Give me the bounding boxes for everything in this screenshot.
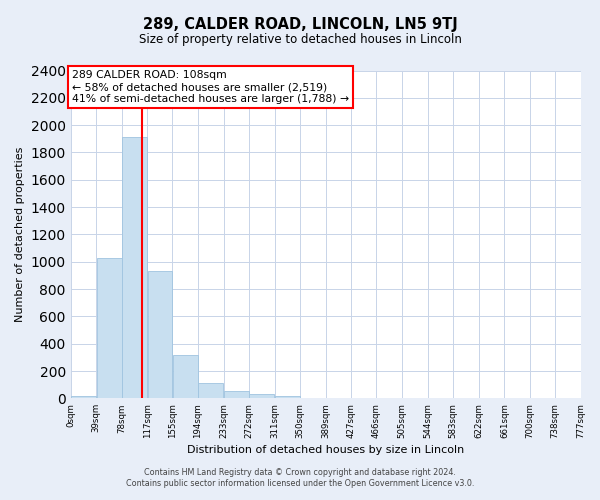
Bar xyxy=(250,394,274,398)
Text: 289, CALDER ROAD, LINCOLN, LN5 9TJ: 289, CALDER ROAD, LINCOLN, LN5 9TJ xyxy=(143,18,457,32)
Text: 289 CALDER ROAD: 108sqm
← 58% of detached houses are smaller (2,519)
41% of semi: 289 CALDER ROAD: 108sqm ← 58% of detache… xyxy=(72,70,349,104)
Text: Contains HM Land Registry data © Crown copyright and database right 2024.
Contai: Contains HM Land Registry data © Crown c… xyxy=(126,468,474,487)
Bar xyxy=(97,258,122,398)
Bar xyxy=(173,354,198,399)
Bar xyxy=(122,138,147,398)
Y-axis label: Number of detached properties: Number of detached properties xyxy=(15,146,25,322)
Bar xyxy=(148,272,172,398)
X-axis label: Distribution of detached houses by size in Lincoln: Distribution of detached houses by size … xyxy=(187,445,464,455)
Bar xyxy=(71,396,96,398)
Bar xyxy=(275,396,300,398)
Text: Size of property relative to detached houses in Lincoln: Size of property relative to detached ho… xyxy=(139,32,461,46)
Bar xyxy=(224,392,249,398)
Bar xyxy=(198,384,223,398)
